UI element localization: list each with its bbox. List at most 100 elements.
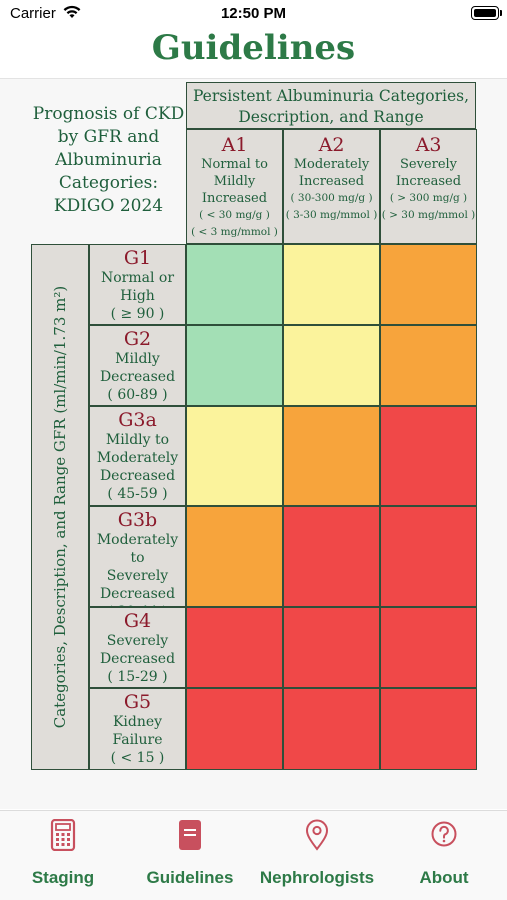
clock-time: 12:50 PM — [220, 5, 287, 22]
column-range: ( < 30 mg/g ) — [199, 209, 270, 221]
tab-guidelines[interactable]: Guidelines — [127, 819, 253, 888]
tab-label: About — [419, 868, 469, 887]
tab-bar: Staging Guidelines Nephrologists About — [0, 810, 507, 900]
risk-cell-g1-a2 — [283, 244, 380, 325]
caption-line: by GFR and — [57, 127, 160, 147]
tab-label: Nephrologists — [259, 868, 375, 887]
battery-icon — [471, 6, 499, 20]
risk-cell-g3a-a3 — [380, 406, 477, 506]
column-range: ( > 30 mg/mmol ) — [381, 209, 476, 221]
row-range: ( 60-89 ) — [107, 387, 168, 403]
status-bar: Carrier 12:50 PM — [0, 0, 507, 30]
row-range: ( ≥ 90 ) — [110, 306, 165, 322]
calculator-icon — [50, 818, 76, 852]
guidelines-scroll-view[interactable]: Prognosis of CKD by GFR and Albuminuria Cat… — [0, 79, 507, 809]
row-header-g3a: G3a Mildly to Moderately Decreased ( 45-59 ) — [89, 406, 186, 506]
risk-cell-g3a-a2 — [283, 406, 380, 506]
row-header-g1: G1 Normal or High ( ≥ 90 ) — [89, 244, 186, 325]
row-desc: Failure — [112, 732, 163, 748]
caption-line: Categories: — [58, 173, 159, 193]
risk-cell-g3a-a1 — [186, 406, 283, 506]
carrier-label: Carrier — [10, 5, 56, 22]
risk-cell-g2-a1 — [186, 325, 283, 406]
risk-cell-g5-a2 — [283, 688, 380, 770]
row-desc: Mildly — [115, 351, 160, 367]
column-range: ( 30-300 mg/g ) — [290, 192, 373, 204]
risk-cell-g1-a1 — [186, 244, 283, 325]
risk-cell-g5-a1 — [186, 688, 283, 770]
column-code: A2 — [318, 134, 345, 156]
column-desc: Severely — [399, 157, 458, 172]
column-desc: Increased — [395, 174, 462, 189]
risk-cell-g1-a3 — [380, 244, 477, 325]
row-desc: Moderately to — [96, 532, 179, 566]
row-desc: Severely — [106, 568, 169, 584]
wifi-icon — [63, 5, 81, 18]
column-header-a3: A3 Severely Increased ( > 300 mg/g ) ( > 30 … — [380, 129, 477, 244]
row-desc: Moderately — [96, 450, 179, 466]
row-code: G3a — [118, 409, 157, 431]
row-desc: Decreased — [99, 651, 176, 667]
tab-label: Guidelines — [146, 868, 234, 887]
caption-line: Prognosis of CKD — [32, 104, 185, 124]
albuminuria-header-line: Description, and Range — [238, 108, 424, 126]
risk-cell-g4-a1 — [186, 607, 283, 688]
battery-cap — [500, 10, 502, 16]
albuminuria-header-line: Persistent Albuminuria Categories, — [192, 87, 470, 105]
row-desc: Decreased — [99, 586, 176, 602]
gfr-header-label: Categories, Description, and Range GFR (… — [51, 285, 69, 729]
risk-cell-g2-a3 — [380, 325, 477, 406]
row-range: ( 15-29 ) — [107, 669, 168, 685]
nav-divider — [0, 78, 507, 79]
column-desc: Moderately — [293, 157, 370, 172]
column-header-a1: A1 Normal to Mildly Increased ( < 30 mg/g ) (… — [186, 129, 283, 244]
document-icon — [179, 820, 201, 850]
row-header-g5: G5 Kidney Failure ( < 15 ) — [89, 688, 186, 770]
column-desc: Normal to — [201, 157, 268, 172]
risk-cell-g4-a2 — [283, 607, 380, 688]
row-desc: Mildly to — [105, 432, 170, 448]
tab-staging[interactable]: Staging — [0, 818, 126, 888]
row-header-g4: G4 Severely Decreased ( 15-29 ) — [89, 607, 186, 688]
row-header-g2: G2 Mildly Decreased ( 60-89 ) — [89, 325, 186, 406]
row-desc: Decreased — [99, 468, 176, 484]
row-code: G3b — [117, 509, 158, 531]
gfr-header: Categories, Description, and Range GFR (… — [31, 244, 89, 770]
column-desc: Increased — [201, 191, 268, 206]
risk-cell-g3b-a2 — [283, 506, 380, 607]
row-code: G4 — [123, 610, 152, 632]
row-desc: Normal or — [100, 270, 175, 286]
table-caption: Prognosis of CKD by GFR and Albuminuria Cat… — [31, 103, 186, 223]
row-range: ( < 15 ) — [110, 750, 165, 766]
column-range: ( < 3 mg/mmol ) — [191, 226, 278, 238]
row-desc: Decreased — [99, 369, 176, 385]
risk-cell-g5-a3 — [380, 688, 477, 770]
page-title: Guidelines — [151, 28, 356, 68]
row-desc: Kidney — [112, 714, 163, 730]
risk-cell-g2-a2 — [283, 325, 380, 406]
albuminuria-header: Persistent Albuminuria Categories, Descri… — [186, 82, 476, 129]
column-desc: Mildly — [213, 174, 256, 189]
tab-nephrologists[interactable]: Nephrologists — [254, 819, 380, 888]
row-code: G1 — [123, 247, 152, 269]
column-desc: Increased — [298, 174, 365, 189]
row-desc: Severely — [106, 633, 169, 649]
column-range: ( > 300 mg/g ) — [389, 192, 468, 204]
column-header-a2: A2 Moderately Increased ( 30-300 mg/g ) ( 3-… — [283, 129, 380, 244]
row-desc: High — [120, 288, 155, 304]
caption-line: Albuminuria — [55, 150, 162, 170]
risk-cell-g4-a3 — [380, 607, 477, 688]
caption-line: KDIGO 2024 — [53, 196, 164, 216]
row-range: ( 45-59 ) — [107, 486, 168, 502]
column-range: ( 3-30 mg/mmol ) — [285, 209, 378, 221]
tab-label: Staging — [31, 868, 95, 887]
risk-cell-g3b-a1 — [186, 506, 283, 607]
risk-cell-g3b-a3 — [380, 506, 477, 607]
column-code: A1 — [221, 134, 248, 156]
question-circle-icon — [431, 821, 457, 847]
tab-about[interactable]: About — [381, 819, 507, 888]
row-code: G5 — [123, 691, 152, 713]
location-pin-icon — [305, 819, 329, 851]
row-code: G2 — [123, 328, 152, 350]
